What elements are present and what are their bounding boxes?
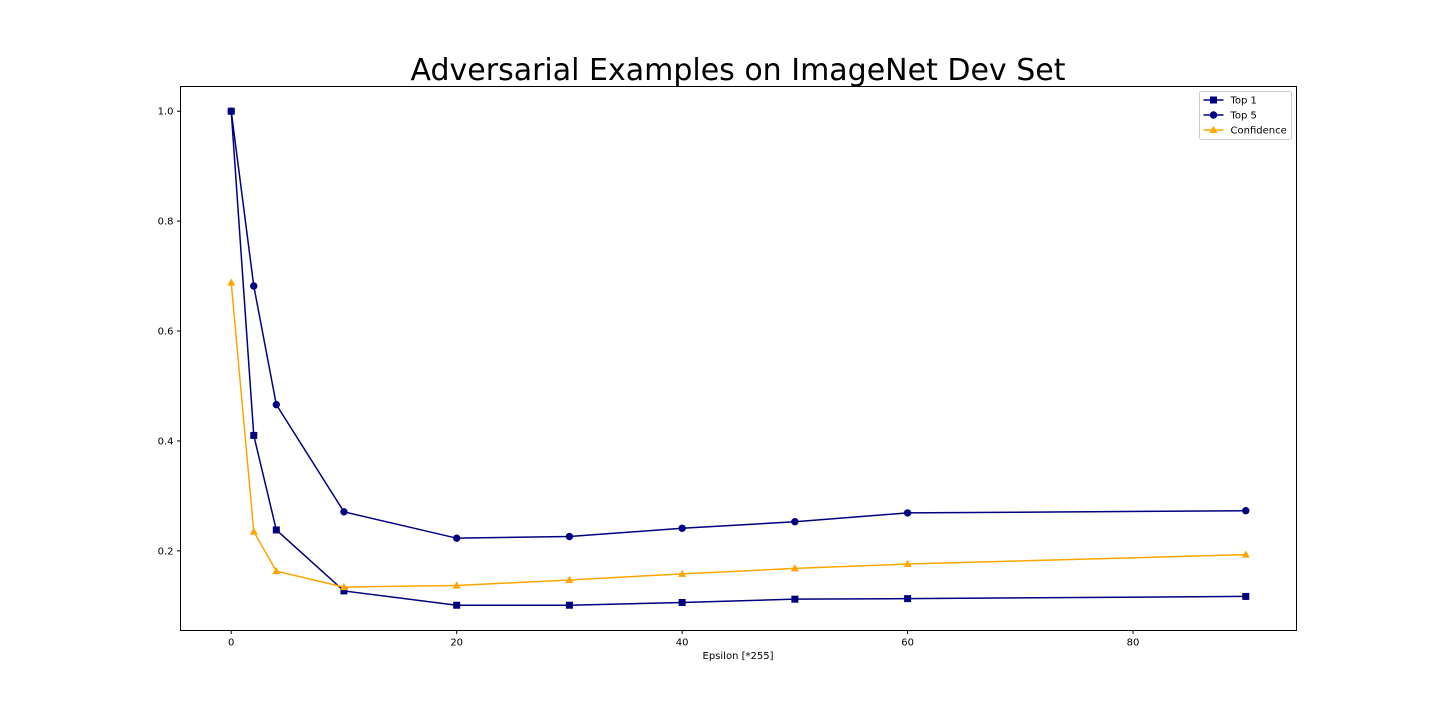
legend-label: Top 5 [1230, 111, 1257, 122]
data-point-top-5 [565, 532, 574, 541]
data-point-top-5 [340, 508, 348, 516]
data-point-confidence [249, 527, 258, 535]
data-point-top-1 [272, 526, 280, 534]
data-point-top-5 [227, 107, 235, 115]
data-point-top-5 [272, 400, 281, 409]
data-point-top-5 [903, 509, 912, 517]
legend-marker [1209, 111, 1218, 119]
legend-label: Top 1 [1230, 96, 1257, 107]
data-point-top-1 [250, 431, 258, 439]
plot-area [180, 86, 1297, 631]
data-point-top-1 [565, 601, 573, 609]
series-line-top-5 [230, 111, 1246, 539]
x-tick-label: 20 [450, 638, 463, 649]
data-point-top-5 [678, 524, 686, 532]
data-point-top-5 [250, 282, 258, 290]
x-axis-label: Epsilon [*255] [703, 651, 774, 662]
data-point-confidence [452, 581, 461, 589]
chart-title: Adversarial Examples on ImageNet Dev Set [410, 53, 1065, 88]
data-point-top-1 [340, 587, 348, 595]
y-tick-label: 0.6 [158, 327, 174, 338]
data-point-top-1 [1242, 592, 1250, 600]
data-point-confidence [790, 564, 799, 572]
legend-marker [1209, 125, 1218, 133]
data-point-top-1 [791, 595, 799, 603]
data-point-top-1 [453, 601, 461, 609]
series-line-confidence [230, 282, 1246, 588]
series-line-top-1 [230, 111, 1246, 606]
series-top-5 [227, 107, 1250, 542]
data-point-confidence [678, 569, 687, 577]
y-tick-label: 0.4 [158, 436, 174, 447]
series-layer [227, 107, 1250, 609]
x-tick-label: 0 [228, 638, 234, 649]
series-confidence [227, 278, 1250, 591]
data-point-confidence [1241, 550, 1250, 558]
data-point-top-1 [678, 598, 686, 606]
data-point-top-1 [904, 595, 912, 603]
x-tick-label: 60 [901, 638, 914, 649]
legend-label: Confidence [1231, 126, 1287, 137]
legend: Top 1 Top 5 Confidence [1199, 91, 1292, 140]
x-axis: 0 20 40 60 80 [228, 630, 1140, 649]
y-tick-label: 1.0 [158, 107, 174, 118]
data-point-top-5 [791, 518, 799, 526]
data-point-confidence [272, 566, 281, 575]
data-point-confidence [339, 582, 348, 591]
legend-item-top-1: Top 1 [1203, 96, 1257, 107]
legend-box [1199, 91, 1292, 140]
series-top-1 [227, 107, 1250, 609]
legend-item-confidence: Confidence [1203, 125, 1287, 137]
data-point-confidence [903, 559, 912, 568]
data-point-confidence [565, 575, 574, 583]
y-tick-label: 0.8 [158, 217, 174, 228]
y-axis: 0.2 0.4 0.6 0.8 1.0 [158, 107, 181, 557]
legend-marker [1210, 96, 1217, 104]
x-tick-label: 40 [676, 638, 689, 649]
legend-item-top-5: Top 5 [1203, 111, 1257, 122]
data-point-confidence [227, 278, 236, 286]
y-tick-label: 0.2 [158, 546, 174, 557]
x-tick-label: 80 [1127, 638, 1140, 649]
data-point-top-5 [1242, 507, 1250, 515]
data-point-top-5 [452, 534, 461, 542]
